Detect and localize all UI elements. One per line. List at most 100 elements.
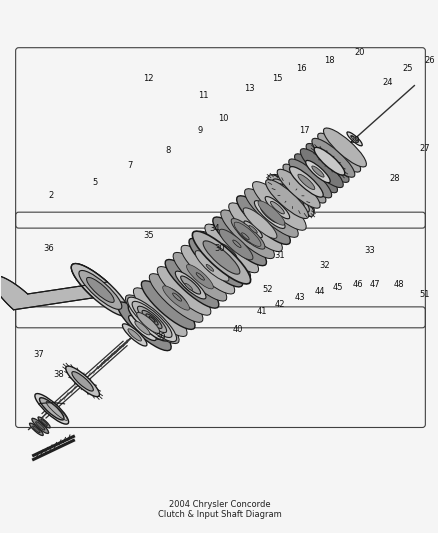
Ellipse shape (32, 426, 40, 433)
Text: 37: 37 (33, 350, 44, 359)
Ellipse shape (237, 213, 270, 244)
Ellipse shape (314, 147, 344, 175)
Ellipse shape (241, 233, 249, 240)
Ellipse shape (224, 248, 232, 255)
Ellipse shape (191, 268, 209, 285)
Ellipse shape (184, 284, 192, 290)
Text: 34: 34 (209, 224, 220, 232)
Ellipse shape (271, 174, 314, 213)
Ellipse shape (265, 180, 308, 219)
Text: 7: 7 (127, 161, 133, 170)
Text: 2004 Chrysler Concorde
Clutch & Input Shaft Diagram: 2004 Chrysler Concorde Clutch & Input Sh… (158, 500, 281, 519)
Ellipse shape (39, 398, 64, 420)
Ellipse shape (205, 224, 258, 273)
Text: 25: 25 (401, 64, 412, 73)
Text: 24: 24 (381, 78, 392, 87)
Ellipse shape (272, 179, 309, 212)
Text: 15: 15 (272, 74, 283, 83)
Ellipse shape (72, 372, 93, 391)
Ellipse shape (203, 241, 239, 274)
Ellipse shape (346, 132, 361, 146)
Text: 38: 38 (53, 370, 64, 379)
Ellipse shape (117, 302, 171, 351)
Ellipse shape (167, 288, 187, 306)
Ellipse shape (294, 154, 337, 193)
Text: 2: 2 (48, 191, 53, 200)
Ellipse shape (180, 279, 197, 294)
Ellipse shape (142, 310, 162, 328)
Ellipse shape (180, 245, 234, 294)
Ellipse shape (254, 200, 284, 229)
Ellipse shape (189, 256, 223, 287)
Text: 18: 18 (324, 56, 334, 65)
Ellipse shape (86, 277, 114, 302)
Text: 39: 39 (155, 333, 165, 342)
Ellipse shape (288, 159, 331, 198)
Text: 31: 31 (274, 251, 284, 260)
Ellipse shape (210, 244, 237, 268)
Text: 12: 12 (143, 74, 153, 83)
Ellipse shape (260, 206, 278, 223)
Ellipse shape (207, 240, 240, 271)
Ellipse shape (277, 184, 303, 207)
Ellipse shape (233, 222, 261, 246)
Ellipse shape (297, 174, 314, 190)
Ellipse shape (350, 135, 357, 142)
Ellipse shape (317, 133, 360, 172)
Ellipse shape (128, 305, 168, 341)
Ellipse shape (305, 160, 329, 183)
Ellipse shape (149, 273, 202, 322)
Ellipse shape (213, 235, 247, 265)
Ellipse shape (66, 366, 99, 397)
Text: 13: 13 (244, 84, 254, 93)
Ellipse shape (237, 229, 253, 244)
Ellipse shape (138, 307, 165, 332)
Ellipse shape (252, 182, 305, 230)
Ellipse shape (300, 149, 343, 188)
Ellipse shape (180, 276, 200, 294)
Ellipse shape (173, 253, 226, 301)
Text: 43: 43 (294, 293, 304, 302)
Ellipse shape (248, 225, 257, 233)
Text: 40: 40 (232, 325, 243, 334)
Ellipse shape (283, 164, 325, 203)
Ellipse shape (201, 245, 234, 276)
Ellipse shape (41, 419, 47, 425)
Text: 52: 52 (262, 286, 272, 294)
Ellipse shape (232, 240, 240, 247)
Text: 47: 47 (368, 280, 379, 289)
Ellipse shape (258, 201, 284, 225)
Ellipse shape (228, 203, 282, 252)
Ellipse shape (141, 281, 194, 329)
Ellipse shape (231, 219, 265, 249)
Text: 30: 30 (214, 244, 225, 253)
Ellipse shape (192, 231, 250, 284)
Ellipse shape (133, 288, 187, 336)
Ellipse shape (244, 189, 297, 237)
Text: 16: 16 (296, 64, 306, 73)
Ellipse shape (201, 260, 218, 276)
Ellipse shape (210, 251, 228, 268)
Ellipse shape (175, 271, 205, 299)
Text: 26: 26 (423, 56, 434, 65)
Text: 5: 5 (92, 178, 98, 187)
Ellipse shape (244, 221, 262, 238)
Ellipse shape (157, 266, 210, 315)
Ellipse shape (196, 273, 204, 280)
Ellipse shape (32, 418, 49, 433)
Ellipse shape (35, 422, 45, 430)
Ellipse shape (125, 295, 179, 344)
Text: 29: 29 (349, 136, 359, 145)
Ellipse shape (71, 263, 129, 317)
Ellipse shape (148, 317, 155, 322)
Text: 45: 45 (332, 284, 342, 293)
Ellipse shape (259, 185, 302, 224)
Ellipse shape (236, 196, 290, 245)
Text: 27: 27 (418, 144, 429, 153)
Ellipse shape (38, 417, 50, 428)
Ellipse shape (206, 264, 213, 271)
Ellipse shape (219, 244, 237, 259)
Ellipse shape (265, 197, 289, 219)
Ellipse shape (227, 236, 246, 252)
Ellipse shape (122, 324, 147, 346)
